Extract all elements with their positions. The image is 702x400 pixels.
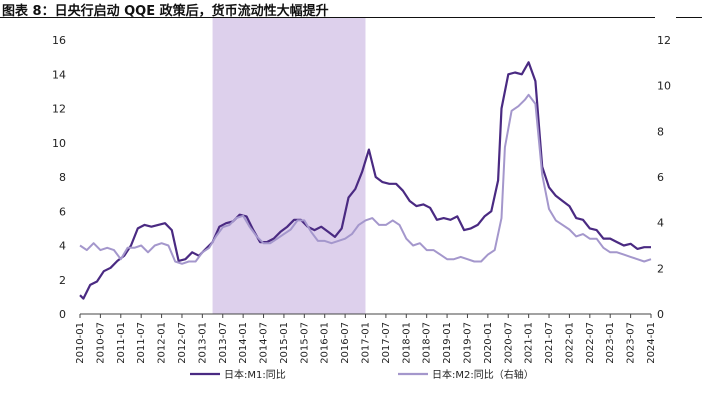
x-tick-label: 2019-01 (442, 322, 453, 364)
y-tick-right: 8 (657, 125, 664, 138)
x-tick-label: 2018-01 (401, 322, 412, 364)
x-tick-label: 2021-07 (544, 322, 555, 364)
y-tick-right: 10 (657, 80, 671, 93)
x-tick-label: 2020-07 (503, 322, 514, 364)
x-tick-label: 2017-01 (361, 322, 372, 364)
y-tick-right: 0 (657, 308, 664, 321)
x-tick-label: 2011-01 (116, 322, 127, 364)
x-tick-label: 2024-01 (646, 322, 657, 364)
y-tick-left: 4 (59, 240, 66, 253)
legend-m1-label: 日本:M1:同比 (224, 368, 286, 381)
x-tick-label: 2018-07 (422, 322, 433, 364)
y-tick-left: 0 (59, 308, 66, 321)
x-tick-label: 2017-07 (381, 322, 392, 364)
legend-m2-label: 日本:M2:同比（右轴） (432, 368, 534, 381)
y-tick-left: 10 (52, 137, 66, 150)
qqe-shaded-period (212, 18, 366, 314)
series-m1-line (79, 61, 651, 300)
x-tick-label: 2021-01 (524, 322, 535, 364)
x-tick-label: 2016-01 (320, 322, 331, 364)
x-tick-label: 2019-07 (462, 322, 473, 364)
x-tick-label: 2015-07 (299, 322, 310, 364)
x-tick-label: 2014-01 (238, 322, 249, 364)
y-tick-right: 4 (657, 217, 664, 230)
x-tick-label: 2013-07 (218, 322, 229, 364)
x-tick-label: 2015-01 (279, 322, 290, 364)
x-tick-label: 2022-07 (585, 322, 596, 364)
y-tick-left: 12 (52, 103, 66, 116)
y-tick-left: 2 (59, 274, 66, 287)
x-tick-label: 2010-01 (75, 322, 86, 364)
title-underline-right (676, 17, 702, 18)
y-tick-left: 6 (59, 205, 66, 218)
x-tick-label: 2012-01 (157, 322, 168, 364)
y-tick-left: 14 (52, 68, 66, 81)
x-tick-label: 2012-07 (177, 322, 188, 364)
x-tick-label: 2020-01 (483, 322, 494, 364)
chart-title: 图表 8：日央行启动 QQE 政策后，货币流动性大幅提升 (2, 4, 329, 19)
x-tick-label: 2023-07 (626, 322, 637, 364)
x-tick-label: 2016-07 (340, 322, 351, 364)
x-tick-label: 2014-07 (259, 322, 270, 364)
y-tick-right: 2 (657, 262, 664, 275)
x-tick-label: 2022-01 (564, 322, 575, 364)
y-tick-left: 8 (59, 171, 66, 184)
y-tick-right: 12 (657, 34, 671, 47)
x-tick-label: 2023-01 (605, 322, 616, 364)
x-tick-label: 2013-01 (197, 322, 208, 364)
y-tick-right: 6 (657, 171, 664, 184)
title-underline (0, 17, 655, 18)
y-tick-left: 16 (52, 34, 66, 47)
x-tick-label: 2011-07 (136, 322, 147, 364)
x-tick-label: 2010-07 (95, 322, 106, 364)
series-m2-line (79, 93, 652, 265)
